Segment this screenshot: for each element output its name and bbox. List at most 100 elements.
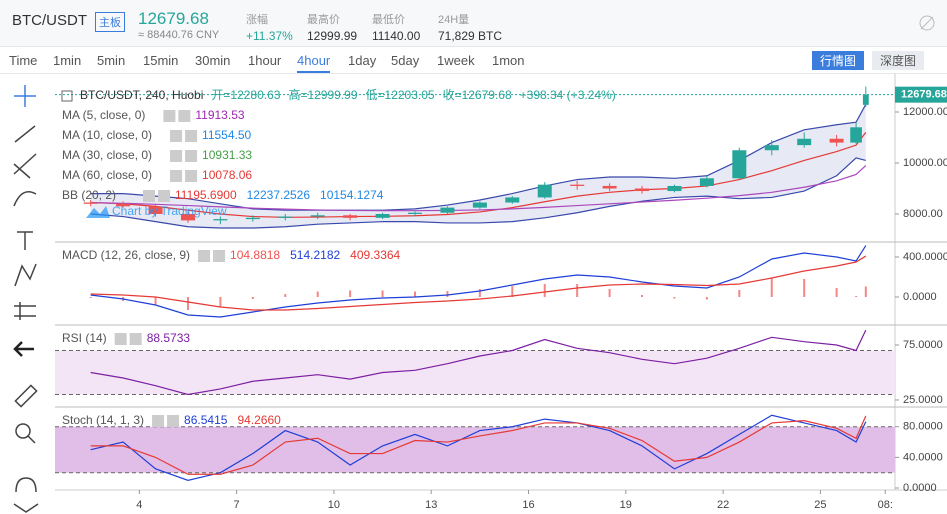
histogram-bar [414,291,416,297]
study-value: 10154.1274 [320,188,384,202]
back-tool[interactable] [13,341,34,357]
study-value: 10931.33 [202,148,252,162]
candle-body [343,215,358,218]
candle-body [732,150,747,179]
fib-tool[interactable] [13,153,37,179]
y-tick-label: 0.0000 [903,482,937,494]
stat-label: 最高价 [307,14,340,26]
y-tick-label: 8000.00 [903,208,943,220]
candle-body [850,127,862,143]
interval[interactable]: 1min [53,53,82,68]
band [55,350,895,395]
histogram-bar [864,286,867,297]
study-settings [152,415,165,427]
legend-toggle [61,90,73,102]
legend-text: 低=12203.05 [366,88,435,102]
study-name: MA (10, close, 0) [62,128,152,142]
series-line [90,414,867,481]
study-name: MA (30, close, 0) [62,148,152,162]
histogram-bar [316,291,319,297]
histogram-bar [219,297,222,307]
candle-body [278,216,293,218]
histogram-bar [186,297,189,310]
magnet-tool[interactable] [15,477,37,493]
histogram-bar [738,290,741,297]
stat-value: 12999.99 [307,29,358,43]
histogram-bar [803,279,806,297]
toolbar: Time 1min 5min 15min 30min 1hour 4hour 1day 5day… [0,47,947,74]
watermark: Chart by TradingView [112,204,227,218]
histogram-bar [511,286,514,297]
ruler-tool[interactable] [14,384,38,408]
study-close [129,333,142,345]
view-button[interactable]: 深度图 [872,51,925,70]
histogram-bar [543,284,546,297]
series-line [90,165,867,212]
study-close [185,170,198,182]
y-tick-label: 80.0000 [903,421,943,433]
study-close [167,415,180,427]
study-value: 11554.50 [202,128,251,142]
interval[interactable]: 5day [391,53,420,68]
histogram-bar [349,290,352,297]
candle-body [116,203,131,207]
interval[interactable]: Time [9,53,38,68]
crosshair[interactable] [14,85,36,107]
x-tick-label: 16 [522,499,534,511]
interval[interactable]: 30min [195,53,231,68]
price: 12679.68 [138,9,209,28]
theme-icon[interactable] [918,14,936,32]
study-name: MA (5, close, 0) [62,108,145,122]
study-value: 11913.53 [195,108,244,122]
brush-tool[interactable] [13,191,37,207]
interval[interactable]: 1day [348,53,377,68]
interval[interactable]: 5min [97,53,126,68]
collapse[interactable] [13,503,39,513]
interval[interactable]: 1hour [248,53,282,68]
candle-body [148,206,163,214]
view-button[interactable]: 行情图 [812,51,865,70]
candle-body [570,184,585,186]
study-settings [198,250,211,262]
text-tool[interactable] [17,231,33,250]
y-tick-label: 0.0000 [903,291,937,303]
study-name: BB (20, 2) [62,188,116,202]
study-value: 86.5415 [184,413,228,427]
x-tick-label: 22 [717,499,729,511]
candle-body [635,188,650,192]
study-close [185,130,198,142]
symbol: BTC/USDT [12,12,87,29]
bb-fill [90,104,866,229]
pattern-tool[interactable] [14,263,37,287]
interval[interactable]: 1mon [492,53,525,68]
measure-tool[interactable] [14,302,36,320]
interval[interactable]: 4hour [297,53,331,73]
histogram-bar [251,297,254,299]
candle-body [472,202,487,208]
candle-body [797,138,812,146]
study-close [213,250,226,262]
histogram-bar [89,297,92,298]
legend-text: +398.34 (+3.24%) [520,88,616,102]
zoom-tool[interactable] [15,423,36,444]
candle-body [699,178,714,186]
study-value: 514.2182 [290,248,340,262]
study-settings [114,333,127,345]
study-value: 94.2660 [237,413,281,427]
header: BTC/USDT 主板 12679.68 ≈ 88440.76 CNY 涨幅 +… [0,0,947,47]
last-price-box [895,86,947,103]
study-value: 11195.6900 [175,188,237,202]
legend-text: 收=12679.68 [443,88,512,102]
y-tick-label: 40.0000 [903,451,943,463]
study-name: Stoch (14, 1, 3) [62,413,144,427]
interval[interactable]: 15min [143,53,179,68]
stat-value: 71,829 BTC [438,29,503,43]
candle-body [862,94,869,105]
y-tick-label: 400.0000 [903,251,947,263]
x-tick-label: 08: [878,499,893,511]
trend-tool[interactable] [14,125,36,143]
interval[interactable]: 1week [437,53,475,68]
histogram-bar [641,295,644,297]
